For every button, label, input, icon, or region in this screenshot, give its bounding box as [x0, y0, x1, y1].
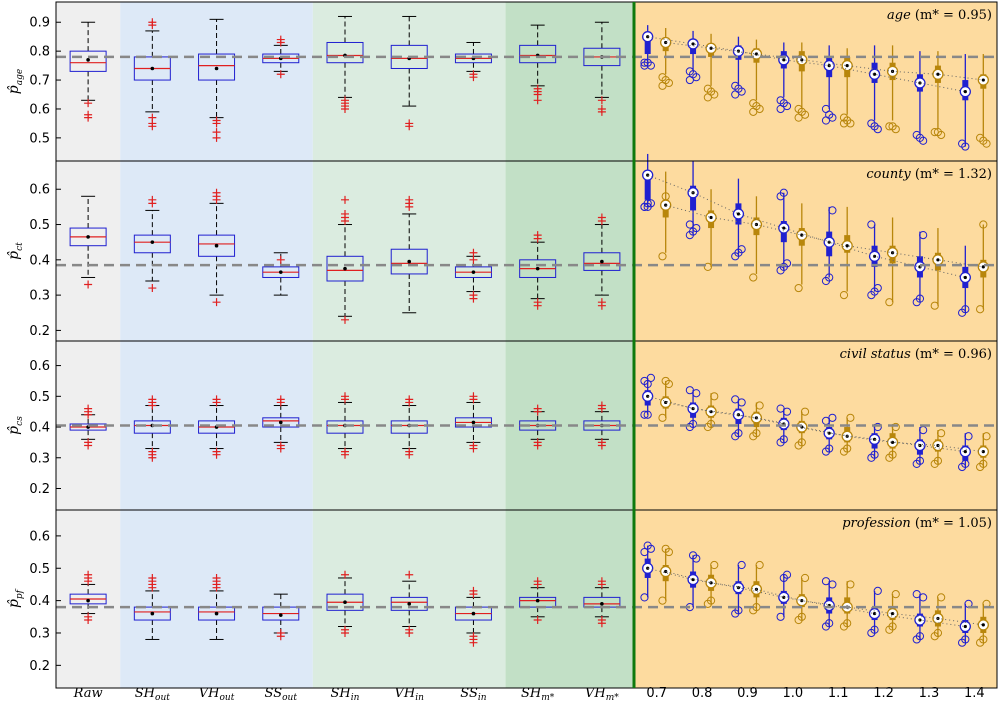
background-band [506, 2, 634, 688]
mean-dot [536, 267, 540, 271]
mean-dot [343, 267, 347, 271]
y-tick-label: 0.7 [29, 74, 50, 89]
y-tick-label: 0.5 [29, 390, 50, 405]
x-tick-label: 1.1 [828, 686, 849, 701]
y-tick-label: 0.4 [29, 421, 50, 436]
y-tick-label: 0.8 [29, 45, 50, 60]
median-dot [982, 78, 985, 81]
y-tick-label: 0.3 [29, 626, 50, 641]
y-tick-label: 0.4 [29, 594, 50, 609]
mean-dot [279, 270, 283, 274]
y-tick-label: 0.3 [29, 289, 50, 304]
mean-dot [279, 421, 283, 425]
median-dot [709, 410, 712, 413]
x-tick-label: 0.8 [692, 686, 713, 701]
median-dot [936, 73, 939, 76]
mean-dot [472, 270, 476, 274]
y-tick-label: 0.2 [29, 659, 50, 674]
y-tick-label: 0.5 [29, 218, 50, 233]
x-tick-label: 0.7 [646, 686, 667, 701]
mean-dot [407, 602, 411, 606]
panel-title: age (m* = 0.95) [887, 8, 992, 23]
y-tick-label: 0.3 [29, 451, 50, 466]
mean-dot [215, 67, 219, 71]
mean-dot [86, 58, 90, 62]
y-axis-label: p̂pf [6, 588, 25, 608]
y-tick-label: 0.6 [29, 102, 50, 117]
median-dot [964, 90, 967, 93]
median-dot [709, 581, 712, 584]
y-tick-label: 0.5 [29, 131, 50, 146]
mean-dot [600, 602, 604, 606]
mean-dot [536, 599, 540, 603]
y-tick-label: 0.9 [29, 16, 50, 31]
y-tick-label: 0.6 [29, 529, 50, 544]
mean-dot [151, 612, 155, 616]
y-tick-label: 0.4 [29, 253, 50, 268]
mean-dot [472, 421, 476, 425]
y-tick-label: 0.2 [29, 482, 50, 497]
mean-dot [472, 612, 476, 616]
mean-dot [151, 240, 155, 244]
mean-dot [343, 600, 347, 604]
median-dot [737, 212, 740, 215]
y-tick-label: 0.6 [29, 359, 50, 374]
x-tick-label: 1.0 [782, 686, 803, 701]
y-axis-label: p̂cs [6, 416, 25, 435]
y-tick-label: 0.5 [29, 562, 50, 577]
mean-dot [279, 613, 283, 617]
y-axis-label: p̂age [6, 69, 25, 94]
mean-dot [600, 260, 604, 264]
mean-dot [215, 244, 219, 248]
mean-dot [215, 612, 219, 616]
median-dot [964, 450, 967, 453]
panel-title: profession (m* = 1.05) [842, 516, 992, 531]
panel-title: county (m* = 1.32) [866, 167, 992, 182]
x-tick-label: 1.2 [873, 686, 894, 701]
y-tick-label: 0.6 [29, 183, 50, 198]
panel-title: civil status (m* = 0.96) [840, 347, 992, 362]
median-dot [964, 276, 967, 279]
median-dot [782, 226, 785, 229]
median-dot [846, 244, 849, 247]
median-dot [964, 625, 967, 628]
mean-dot [151, 67, 155, 71]
mean-dot [407, 260, 411, 264]
x-tick-label: 1.3 [919, 686, 940, 701]
median-dot [982, 623, 985, 626]
y-tick-label: 0.2 [29, 324, 50, 339]
median-dot [936, 444, 939, 447]
mean-dot [86, 599, 90, 603]
x-tick-label: Raw [73, 686, 103, 701]
y-axis-label: p̂ct [6, 242, 25, 260]
x-tick-label: 1.4 [964, 686, 985, 701]
background-band [634, 2, 997, 688]
mean-dot [86, 235, 90, 239]
x-tick-label: 0.9 [737, 686, 758, 701]
